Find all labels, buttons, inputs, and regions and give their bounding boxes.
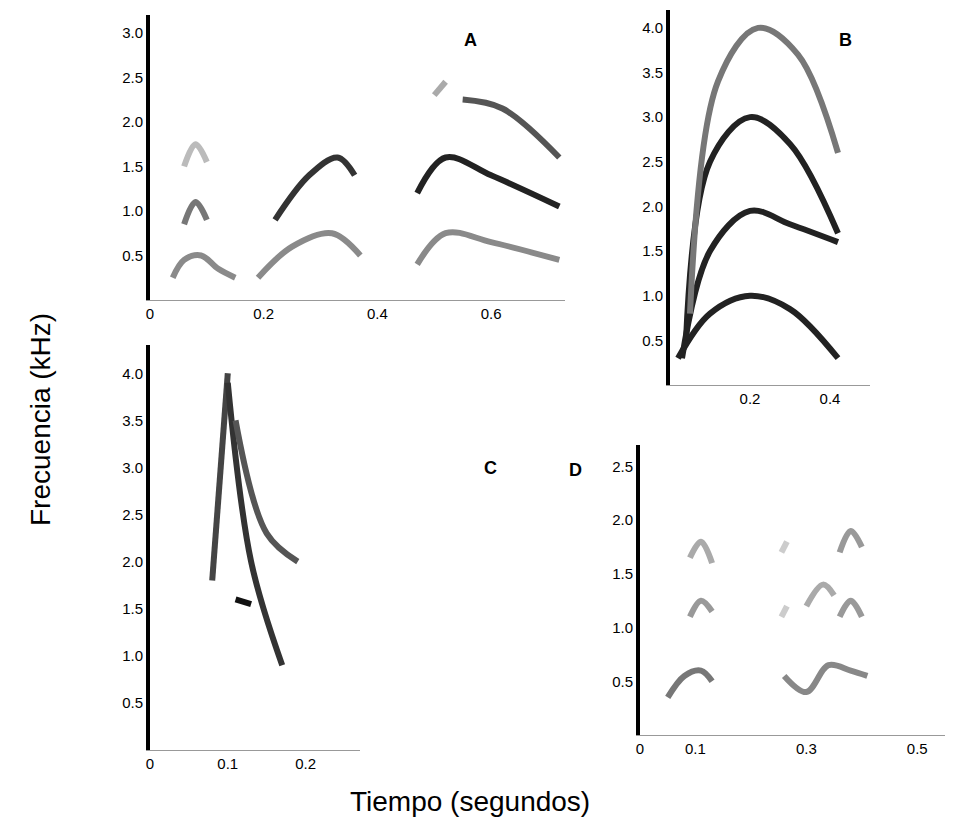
svg-text:0.6: 0.6	[481, 305, 502, 322]
svg-text:Tiempo (segundos): Tiempo (segundos)	[350, 786, 590, 817]
svg-text:Frecuencia (kHz): Frecuencia (kHz)	[25, 313, 56, 526]
svg-text:2.0: 2.0	[122, 553, 143, 570]
svg-text:0.4: 0.4	[367, 305, 388, 322]
svg-text:2.0: 2.0	[122, 113, 143, 130]
svg-text:1.5: 1.5	[122, 158, 143, 175]
svg-text:0.5: 0.5	[122, 694, 143, 711]
svg-text:3.5: 3.5	[642, 64, 663, 81]
svg-text:0.5: 0.5	[642, 332, 663, 349]
svg-text:1.5: 1.5	[612, 565, 633, 582]
svg-text:3.0: 3.0	[122, 24, 143, 41]
svg-text:1.0: 1.0	[612, 619, 633, 636]
svg-text:1.0: 1.0	[122, 647, 143, 664]
svg-text:2.0: 2.0	[642, 198, 663, 215]
svg-text:4.0: 4.0	[642, 19, 663, 36]
svg-text:0: 0	[146, 305, 154, 322]
svg-text:0.1: 0.1	[217, 755, 238, 772]
svg-text:D: D	[569, 460, 582, 480]
svg-text:0.2: 0.2	[740, 390, 761, 407]
svg-text:C: C	[484, 458, 497, 478]
svg-text:1.0: 1.0	[122, 202, 143, 219]
svg-text:3.0: 3.0	[642, 108, 663, 125]
svg-text:2.5: 2.5	[122, 506, 143, 523]
svg-text:0.5: 0.5	[907, 740, 928, 757]
svg-text:4.0: 4.0	[122, 365, 143, 382]
svg-text:1.0: 1.0	[642, 287, 663, 304]
svg-text:3.5: 3.5	[122, 412, 143, 429]
svg-text:0.3: 0.3	[796, 740, 817, 757]
svg-text:2.0: 2.0	[612, 511, 633, 528]
svg-text:0.2: 0.2	[295, 755, 316, 772]
svg-text:2.5: 2.5	[122, 69, 143, 86]
svg-text:0.4: 0.4	[820, 390, 841, 407]
svg-text:3.0: 3.0	[122, 459, 143, 476]
svg-text:0: 0	[146, 755, 154, 772]
svg-text:0.5: 0.5	[612, 673, 633, 690]
svg-text:0: 0	[636, 740, 644, 757]
svg-text:0.5: 0.5	[122, 247, 143, 264]
svg-text:1.5: 1.5	[122, 600, 143, 617]
svg-text:A: A	[464, 30, 477, 50]
svg-text:2.5: 2.5	[642, 153, 663, 170]
svg-text:2.5: 2.5	[612, 458, 633, 475]
svg-text:0.1: 0.1	[685, 740, 706, 757]
svg-text:0.2: 0.2	[253, 305, 274, 322]
svg-text:1.5: 1.5	[642, 242, 663, 259]
svg-text:B: B	[839, 30, 852, 50]
